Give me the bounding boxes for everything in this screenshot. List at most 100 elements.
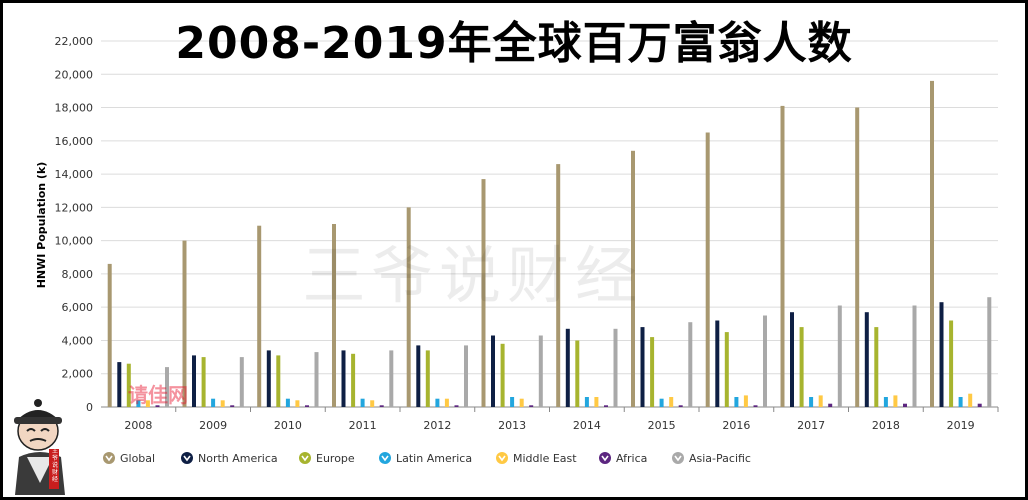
mascot-icon bbox=[14, 399, 65, 495]
bar-north-america-2016 bbox=[715, 320, 720, 407]
bar-latin-america-2018 bbox=[883, 397, 888, 407]
bar-africa-2014 bbox=[604, 405, 608, 407]
bar-africa-2016 bbox=[753, 405, 758, 407]
bar-middle-east-2017 bbox=[818, 395, 823, 407]
bar-europe-2014 bbox=[575, 340, 580, 407]
bar-europe-2009 bbox=[201, 357, 206, 407]
x-tick-label-2008: 2008 bbox=[124, 419, 152, 432]
legend-item-middle-east[interactable]: Middle East bbox=[496, 452, 577, 465]
x-tick-label-2017: 2017 bbox=[797, 419, 825, 432]
bar-north-america-2011 bbox=[341, 350, 346, 407]
x-tick-label-2018: 2018 bbox=[872, 419, 900, 432]
y-tick-label: 6,000 bbox=[62, 301, 94, 314]
legend-marker-icon bbox=[103, 452, 115, 464]
bar-europe-2015 bbox=[650, 337, 655, 407]
y-axis: 0 2,000 4,000 6,000 8,000 10,000 12,000 14,000 1… bbox=[55, 35, 94, 414]
bar-middle-east-2010 bbox=[295, 400, 300, 407]
bar-global-2018 bbox=[855, 107, 860, 407]
bar-europe-2012 bbox=[425, 350, 430, 407]
bar-global-2008 bbox=[107, 263, 112, 407]
bar-latin-america-2010 bbox=[285, 398, 290, 407]
x-tick-label-2012: 2012 bbox=[423, 419, 451, 432]
bar-middle-east-2011 bbox=[370, 400, 375, 407]
legend-item-africa[interactable]: Africa bbox=[599, 452, 647, 465]
bar-asia-pacific-2016 bbox=[763, 315, 767, 407]
bar-europe-2018 bbox=[874, 327, 879, 407]
bar-africa-2012 bbox=[454, 405, 459, 407]
legend-check-icon bbox=[301, 455, 309, 462]
bar-latin-america-2011 bbox=[360, 398, 365, 407]
bar-asia-pacific-2010 bbox=[314, 352, 319, 407]
legend-item-global[interactable]: Global bbox=[103, 452, 155, 465]
bar-asia-pacific-2017 bbox=[837, 305, 842, 407]
bars bbox=[107, 80, 992, 408]
bar-middle-east-2018 bbox=[893, 395, 898, 407]
x-tick-label-2019: 2019 bbox=[947, 419, 975, 432]
x-tick-label-2013: 2013 bbox=[498, 419, 526, 432]
bar-middle-east-2019 bbox=[968, 393, 973, 407]
legend-marker-icon bbox=[599, 452, 611, 464]
y-tick-label: 0 bbox=[86, 401, 93, 414]
bar-global-2016 bbox=[705, 132, 710, 407]
bar-africa-2015 bbox=[678, 405, 683, 407]
bar-middle-east-2012 bbox=[444, 398, 449, 407]
legend-item-europe[interactable]: Europe bbox=[299, 452, 355, 465]
stamp-text: 请佳网 bbox=[128, 383, 188, 407]
bar-africa-2009 bbox=[230, 405, 235, 407]
legend-check-icon bbox=[601, 455, 609, 462]
bar-africa-2019 bbox=[977, 403, 982, 407]
legend: Global North America Europe Latin America Mi… bbox=[103, 452, 751, 465]
legend-check-icon bbox=[674, 455, 682, 462]
bar-global-2019 bbox=[930, 80, 934, 408]
bar-africa-2010 bbox=[305, 405, 309, 407]
gridlines bbox=[101, 40, 998, 408]
legend-label: Europe bbox=[316, 452, 355, 465]
y-tick-label: 8,000 bbox=[62, 268, 94, 281]
legend-check-icon bbox=[381, 455, 389, 462]
bar-europe-2016 bbox=[724, 332, 729, 407]
bar-latin-america-2016 bbox=[734, 397, 739, 407]
x-tick-label-2009: 2009 bbox=[199, 419, 227, 432]
bar-global-2017 bbox=[780, 105, 785, 408]
bar-global-2009 bbox=[182, 240, 187, 407]
bar-north-america-2017 bbox=[790, 312, 794, 407]
bar-africa-2008 bbox=[155, 405, 160, 407]
bar-global-2012 bbox=[406, 207, 411, 407]
bar-latin-america-2019 bbox=[958, 397, 963, 407]
bar-north-america-2018 bbox=[864, 312, 869, 407]
bar-europe-2008 bbox=[126, 363, 131, 407]
bar-asia-pacific-2014 bbox=[613, 328, 618, 407]
watermark-text: 王爷说财经 bbox=[303, 239, 644, 312]
bar-middle-east-2014 bbox=[594, 397, 599, 407]
bar-latin-america-2009 bbox=[211, 398, 216, 407]
bar-middle-east-2009 bbox=[220, 400, 225, 407]
legend-item-asia-pacific[interactable]: Asia-Pacific bbox=[672, 452, 751, 465]
y-tick-label: 2,000 bbox=[62, 368, 94, 381]
bar-europe-2011 bbox=[351, 353, 356, 407]
legend-item-latin-america[interactable]: Latin America bbox=[379, 452, 472, 465]
bar-middle-east-2015 bbox=[669, 397, 674, 407]
mascot-seal-text: 王爷说财经 bbox=[51, 448, 58, 483]
bar-asia-pacific-2009 bbox=[239, 357, 244, 407]
bar-global-2015 bbox=[631, 150, 635, 408]
legend-item-north-america[interactable]: North America bbox=[181, 452, 278, 465]
bar-north-america-2012 bbox=[416, 345, 421, 407]
legend-check-icon bbox=[183, 455, 191, 462]
y-tick-label: 18,000 bbox=[55, 102, 94, 115]
legend-check-icon bbox=[105, 455, 113, 462]
y-tick-label: 14,000 bbox=[55, 168, 94, 181]
bar-asia-pacific-2019 bbox=[987, 297, 992, 407]
bar-north-america-2015 bbox=[640, 327, 645, 407]
legend-label: Middle East bbox=[513, 452, 577, 465]
bar-latin-america-2008 bbox=[136, 400, 141, 407]
bar-africa-2018 bbox=[903, 403, 907, 407]
bar-europe-2019 bbox=[949, 320, 954, 407]
legend-marker-icon bbox=[299, 452, 311, 464]
bar-latin-america-2014 bbox=[584, 397, 589, 407]
legend-marker-icon bbox=[672, 452, 684, 464]
legend-marker-icon bbox=[379, 452, 391, 464]
legend-label: Global bbox=[120, 452, 155, 465]
bar-europe-2013 bbox=[500, 343, 505, 407]
legend-marker-icon bbox=[181, 452, 193, 464]
x-tick-label-2010: 2010 bbox=[274, 419, 302, 432]
